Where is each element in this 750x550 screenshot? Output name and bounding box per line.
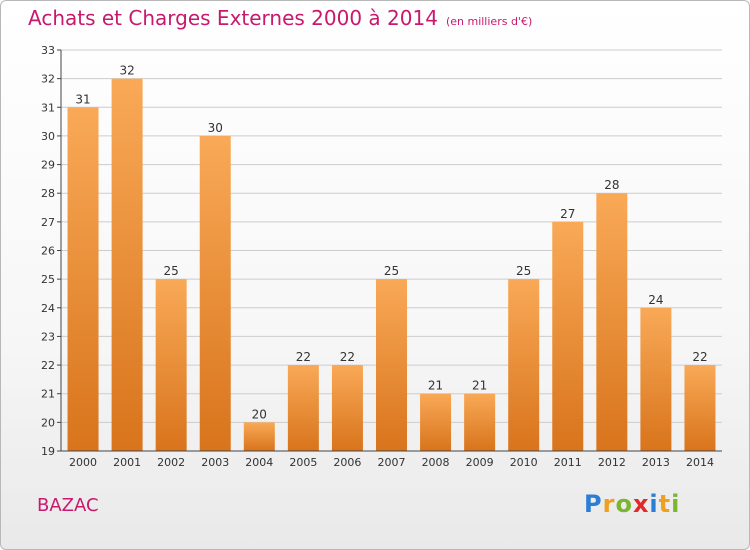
data-label-2009: 21 [472,379,487,393]
x-tick-label-2006: 2006 [333,456,361,469]
logo-letter: o [615,490,633,518]
y-tick-label: 29 [41,159,55,172]
logo-letter: t [658,490,672,518]
data-label-2000: 31 [75,92,90,106]
commune-name: BAZAC [37,495,99,516]
data-label-2003: 30 [208,121,223,135]
bar-2014 [684,365,716,451]
logo-letter: r [602,490,616,518]
y-tick-label: 20 [41,416,55,429]
x-tick-label-2009: 2009 [466,456,494,469]
y-tick-label: 24 [41,302,55,315]
bar-2002 [155,279,187,451]
x-tick-label-2013: 2013 [642,456,670,469]
bar-2013 [640,307,672,451]
x-tick-label-2003: 2003 [201,456,229,469]
y-tick-label: 21 [41,388,55,401]
logo-letter: i [671,490,681,518]
bar-2001 [111,78,143,452]
x-tick-label-2004: 2004 [245,456,273,469]
data-label-2010: 25 [516,264,531,278]
y-tick-label: 30 [41,130,55,143]
y-tick-label: 33 [41,44,55,57]
y-tick-label: 25 [41,273,55,286]
bar-2005 [287,365,319,451]
bar-2004 [243,422,275,451]
chart-subtitle: (en milliers d'€) [445,15,533,28]
y-tick-label: 26 [41,245,55,258]
x-tick-label-2008: 2008 [422,456,450,469]
data-label-2011: 27 [560,207,575,221]
bar-2009 [464,393,496,451]
y-tick-label: 19 [41,445,55,458]
bar-2008 [420,393,452,451]
bar-2011 [552,221,584,451]
proxiti-logo: Proxiti [584,490,680,518]
x-tick-label-2001: 2001 [113,456,141,469]
x-tick-label-2007: 2007 [378,456,406,469]
x-tick-label-2002: 2002 [157,456,185,469]
data-label-2004: 20 [252,407,267,421]
bar-2010 [508,279,540,451]
data-label-2001: 32 [119,64,134,78]
data-label-2014: 22 [692,350,707,364]
bar-2006 [331,365,363,451]
data-label-2007: 25 [384,264,399,278]
data-labels: 31 32 25 30 20 22 22 25 21 21 25 27 28 24 22 [75,64,707,422]
y-tick-label: 28 [41,187,55,200]
x-tick-label-2000: 2000 [69,456,97,469]
y-tick-label: 31 [41,101,55,114]
y-tick-label: 27 [41,216,55,229]
y-tick-label: 22 [41,359,55,372]
y-tick-label: 23 [41,330,55,343]
bar-2012 [596,193,628,451]
logo-letter: P [584,490,603,518]
data-label-2013: 24 [648,293,663,307]
bar-2003 [199,135,231,451]
data-label-2006: 22 [340,350,355,364]
bar-2007 [376,279,407,451]
x-tick-label-2014: 2014 [686,456,714,469]
logo-letter: i [649,490,659,518]
data-label-2005: 22 [296,350,311,364]
y-tick-label: 32 [41,73,55,86]
chart-title: Achats et Charges Externes 2000 à 2014 [28,6,438,30]
bars [67,78,716,452]
title-block: Achats et Charges Externes 2000 à 2014 (e… [28,6,532,30]
data-label-2002: 25 [164,264,179,278]
bar-2000 [67,107,99,452]
data-label-2012: 28 [604,178,619,192]
logo-letter: x [632,490,650,518]
x-tick-label-2012: 2012 [598,456,626,469]
axes: 19 20 21 22 23 24 25 26 27 28 29 30 31 32 33 2000 2001 20… [41,44,722,469]
x-tick-label-2010: 2010 [510,456,538,469]
data-label-2008: 21 [428,379,443,393]
x-tick-label-2011: 2011 [554,456,582,469]
x-tick-label-2005: 2005 [289,456,317,469]
